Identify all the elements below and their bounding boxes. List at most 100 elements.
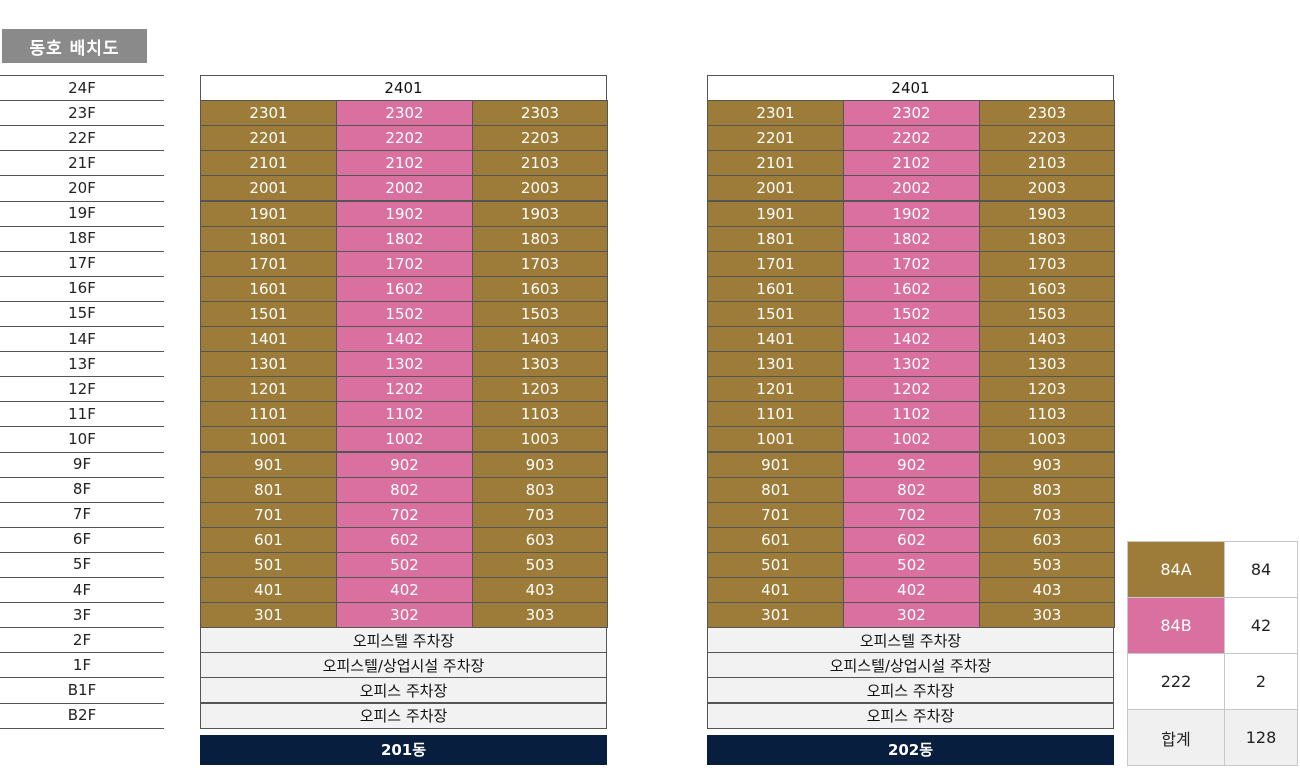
unit-cell: 2002 [843, 175, 980, 202]
floor-label: 22F [0, 125, 164, 149]
unit-cell: 2302 [843, 100, 980, 127]
floor-label: 9F [0, 451, 164, 476]
unit-cell: 903 [979, 451, 1115, 478]
unit-cell: 303 [979, 602, 1115, 629]
unit-cell: 1503 [472, 300, 608, 327]
unit-cell: 801 [707, 476, 844, 503]
unit-cell: 2301 [200, 100, 337, 127]
unit-cell: 502 [336, 551, 473, 578]
legend-count: 2 [1224, 653, 1298, 710]
floor-label: 15F [0, 300, 164, 325]
building-name-label: 201동 [200, 734, 607, 765]
unit-cell: 1401 [200, 326, 337, 353]
unit-cell: 503 [979, 551, 1115, 578]
unit-cell: 703 [472, 501, 608, 528]
unit-cell: 2102 [843, 150, 980, 177]
unit-cell: 1902 [336, 200, 473, 227]
floor-label: 13F [0, 351, 164, 375]
unit-cell: 401 [707, 577, 844, 604]
unit-cell: 601 [200, 526, 337, 553]
unit-cell: 701 [707, 501, 844, 528]
unit-cell: 803 [979, 476, 1115, 503]
facility-cell: 오피스 주차장 [200, 702, 607, 729]
unit-cell: 1501 [707, 300, 844, 327]
unit-cell: 301 [707, 602, 844, 629]
unit-cell: 1501 [200, 300, 337, 327]
unit-cell: 2303 [472, 100, 608, 127]
unit-cell: 1202 [336, 376, 473, 403]
unit-cell: 1502 [336, 300, 473, 327]
unit-cell: 2201 [200, 125, 337, 152]
unit-cell: 2101 [200, 150, 337, 177]
unit-cell: 302 [336, 602, 473, 629]
unit-cell: 2203 [472, 125, 608, 152]
floor-label: 11F [0, 401, 164, 425]
floor-label: 18F [0, 225, 164, 250]
unit-cell: 2002 [336, 175, 473, 202]
floor-label: 12F [0, 376, 164, 400]
page-title: 동호 배치도 [2, 29, 147, 63]
building-name-label: 202동 [707, 734, 1114, 765]
unit-cell: 1102 [843, 401, 980, 428]
unit-cell: 1403 [472, 326, 608, 353]
unit-cell: 2001 [200, 175, 337, 202]
legend-count: 42 [1224, 597, 1298, 654]
unit-cell: 1502 [843, 300, 980, 327]
unit-cell: 1302 [336, 351, 473, 378]
unit-cell: 2103 [979, 150, 1115, 177]
unit-cell: 903 [472, 451, 608, 478]
legend-count: 84 [1224, 541, 1298, 598]
unit-cell: 1303 [472, 351, 608, 378]
unit-cell: 2003 [472, 175, 608, 202]
unit-cell: 2102 [336, 150, 473, 177]
unit-cell: 1503 [979, 300, 1115, 327]
unit-cell: 1703 [979, 250, 1115, 277]
unit-cell: 2303 [979, 100, 1115, 127]
unit-cell: 1203 [472, 376, 608, 403]
floor-label: 10F [0, 426, 164, 450]
facility-cell: 오피스 주차장 [200, 677, 607, 704]
unit-cell: 601 [707, 526, 844, 553]
unit-cell: 1801 [707, 225, 844, 252]
unit-cell: 301 [200, 602, 337, 629]
unit-cell: 1002 [336, 426, 473, 453]
unit-cell: 803 [472, 476, 608, 503]
unit-cell: 603 [472, 526, 608, 553]
unit-cell: 1802 [843, 225, 980, 252]
unit-cell: 701 [200, 501, 337, 528]
unit-cell: 502 [843, 551, 980, 578]
floor-label: 21F [0, 150, 164, 174]
unit-cell: 2103 [472, 150, 608, 177]
floor-label: 20F [0, 175, 164, 199]
unit-cell: 902 [843, 451, 980, 478]
unit-cell: 1701 [200, 250, 337, 277]
unit-cell: 1803 [472, 225, 608, 252]
unit-cell: 1201 [200, 376, 337, 403]
unit-cell: 402 [843, 577, 980, 604]
unit-cell: 602 [336, 526, 473, 553]
unit-cell: 2101 [707, 150, 844, 177]
unit-cell: 2201 [707, 125, 844, 152]
unit-cell: 2202 [843, 125, 980, 152]
floor-label: 2F [0, 627, 164, 651]
unit-cell: 302 [843, 602, 980, 629]
unit-cell: 1802 [336, 225, 473, 252]
unit-cell: 1401 [707, 326, 844, 353]
unit-cell: 1701 [707, 250, 844, 277]
floor-label: 4F [0, 577, 164, 601]
unit-cell: 403 [979, 577, 1115, 604]
unit-cell: 1601 [707, 275, 844, 302]
unit-cell: 303 [472, 602, 608, 629]
unit-cell: 401 [200, 577, 337, 604]
unit-cell: 1903 [979, 200, 1115, 227]
facility-cell: 오피스텔/상업시설 주차장 [200, 652, 607, 679]
legend-type: 84A [1127, 541, 1225, 598]
unit-cell: 1001 [200, 426, 337, 453]
unit-cell: 1702 [843, 250, 980, 277]
unit-cell: 403 [472, 577, 608, 604]
legend-count: 128 [1224, 709, 1298, 766]
floor-label: 1F [0, 652, 164, 676]
unit-cell: 603 [979, 526, 1115, 553]
unit-cell: 1402 [843, 326, 980, 353]
unit-cell: 1602 [336, 275, 473, 302]
